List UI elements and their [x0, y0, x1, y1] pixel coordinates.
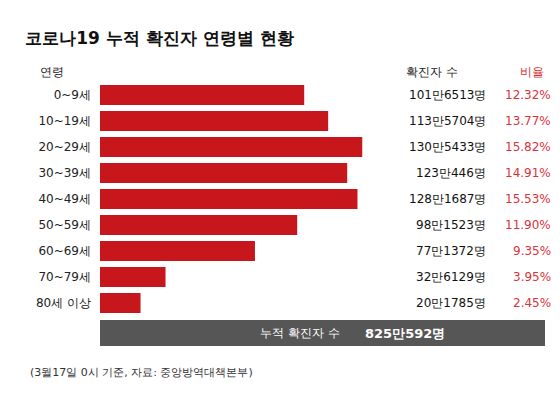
svg-text:연령: 연령	[40, 65, 64, 79]
svg-text:코로나19 누적 확진자 연령별 현황: 코로나19 누적 확진자 연령별 현황	[25, 28, 293, 48]
svg-text:(3월17일 0시 기준, 자료: 중앙방역대책본부): (3월17일 0시 기준, 자료: 중앙방역대책본부)	[30, 366, 253, 379]
svg-text:비율: 비율	[520, 65, 544, 79]
svg-text:누적 확진자 수: 누적 확진자 수	[260, 326, 340, 340]
svg-text:32만6129명: 32만6129명	[416, 270, 486, 284]
svg-text:70~79세: 70~79세	[38, 270, 91, 284]
svg-text:20만1785명: 20만1785명	[416, 296, 486, 310]
svg-text:80세 이상: 80세 이상	[36, 296, 91, 310]
svg-text:확진자 수: 확진자 수	[406, 65, 458, 79]
svg-text:3.95%: 3.95%	[513, 270, 551, 284]
svg-text:130만5433명: 130만5433명	[409, 140, 486, 154]
svg-text:11.90%: 11.90%	[505, 218, 551, 232]
svg-text:123만446명: 123만446명	[416, 166, 486, 180]
svg-text:10~19세: 10~19세	[38, 114, 91, 128]
svg-text:13.77%: 13.77%	[505, 114, 551, 128]
svg-text:12.32%: 12.32%	[505, 88, 551, 102]
svg-text:2.45%: 2.45%	[513, 296, 551, 310]
svg-text:15.82%: 15.82%	[505, 140, 551, 154]
svg-text:50~59세: 50~59세	[38, 218, 91, 232]
svg-text:60~69세: 60~69세	[38, 244, 91, 258]
svg-text:825만592명: 825만592명	[365, 326, 445, 341]
svg-text:0~9세: 0~9세	[54, 88, 91, 102]
svg-text:98만1523명: 98만1523명	[416, 218, 486, 232]
svg-text:30~39세: 30~39세	[38, 166, 91, 180]
svg-text:15.53%: 15.53%	[505, 192, 551, 206]
svg-text:128만1687명: 128만1687명	[409, 192, 486, 206]
svg-text:9.35%: 9.35%	[513, 244, 551, 258]
svg-text:20~29세: 20~29세	[38, 140, 91, 154]
svg-text:77만1372명: 77만1372명	[416, 244, 486, 258]
svg-text:101만6513명: 101만6513명	[409, 88, 486, 102]
svg-text:14.91%: 14.91%	[505, 166, 551, 180]
svg-text:40~49세: 40~49세	[38, 192, 91, 206]
svg-text:113만5704명: 113만5704명	[409, 114, 486, 128]
